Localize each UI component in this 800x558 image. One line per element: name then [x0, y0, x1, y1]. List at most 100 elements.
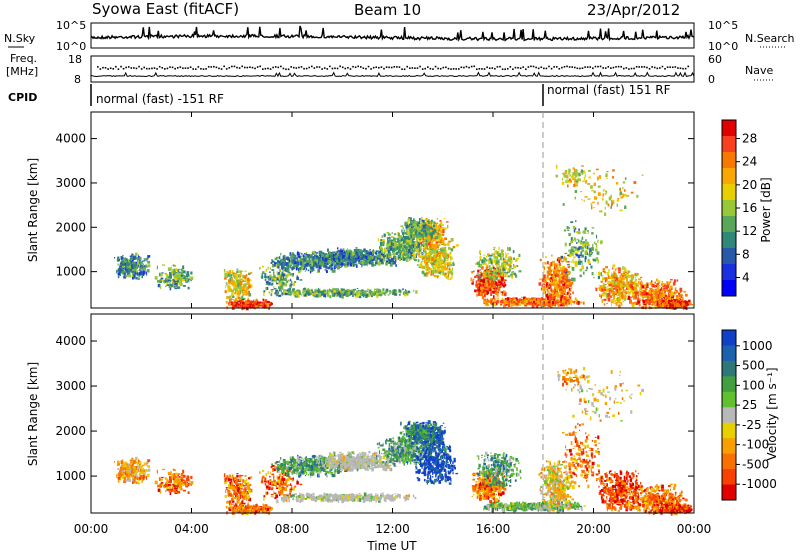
echo-cell: [370, 255, 373, 259]
echo-cell: [340, 248, 343, 250]
echo-cell: [497, 291, 499, 293]
freq-dot: [481, 68, 483, 70]
echo-cell: [512, 250, 515, 254]
echo-cell: [328, 288, 330, 291]
echo-cell: [535, 300, 538, 303]
freq-dot: [349, 68, 352, 70]
echo-cell: [493, 295, 495, 299]
echo-cell: [438, 263, 440, 266]
echo-cell: [324, 269, 326, 271]
echo-cell: [379, 295, 382, 297]
echo-cell: [318, 261, 322, 266]
echo-cell: [289, 273, 293, 276]
echo-cell: [437, 230, 440, 235]
echo-cell: [409, 251, 412, 256]
echo-cell: [315, 290, 318, 292]
echo-cell: [226, 273, 229, 276]
echo-cell: [487, 253, 490, 256]
echo-cell: [396, 251, 399, 254]
freq-dot: [153, 67, 156, 69]
echo-cell: [242, 284, 245, 288]
echo-cell: [228, 282, 231, 285]
echo-cell: [497, 282, 500, 284]
echo-cell: [436, 222, 439, 224]
echo-cell: [289, 291, 292, 295]
echo-cell: [424, 256, 427, 258]
echo-cell: [175, 271, 178, 274]
echo-cell: [340, 262, 344, 266]
echo-cell: [449, 252, 451, 254]
echo-cell: [283, 290, 287, 295]
echo-cell: [500, 258, 503, 261]
echo-cell: [237, 294, 240, 297]
echo-cell: [358, 292, 360, 297]
echo-cell: [322, 265, 324, 267]
echo-cell: [326, 289, 328, 292]
echo-cell: [132, 256, 136, 260]
echo-cell: [339, 266, 342, 268]
echo-cell: [240, 285, 242, 290]
echo-cell: [271, 279, 273, 282]
echo-cell: [336, 251, 339, 253]
echo-cell: [165, 285, 167, 288]
echo-cell: [350, 252, 352, 254]
echo-cell: [483, 302, 486, 304]
echo-cell: [295, 267, 298, 271]
echo-cell: [558, 299, 561, 301]
echo-cell: [479, 255, 482, 260]
echo-cell: [287, 263, 289, 267]
echo-cell: [490, 276, 493, 280]
echo-cell: [482, 292, 486, 294]
freq-dot: [679, 67, 682, 70]
echo-cell: [117, 263, 120, 266]
echo-cell: [439, 240, 442, 244]
echo-cell: [282, 259, 285, 262]
echo-cell: [146, 257, 149, 259]
echo-cell: [172, 264, 174, 266]
echo-cell: [518, 253, 521, 258]
echo-cell: [353, 294, 356, 297]
echo-cell: [303, 257, 305, 262]
echo-cell: [430, 273, 433, 276]
echo-cell: [492, 259, 494, 263]
echo-cell: [296, 276, 299, 281]
echo-cell: [451, 267, 453, 271]
echo-cell: [324, 260, 327, 263]
echo-cell: [435, 266, 437, 268]
echo-cell: [325, 264, 329, 266]
echo-cell: [485, 259, 488, 261]
echo-cell: [478, 289, 481, 292]
echo-cell: [410, 244, 412, 246]
echo-cell: [485, 267, 488, 270]
echo-cell: [375, 257, 377, 261]
echo-cell: [241, 299, 245, 301]
echo-cell: [129, 268, 132, 272]
echo-cell: [489, 279, 491, 284]
echo-cell: [431, 244, 434, 249]
freq-dot: [584, 66, 586, 68]
echo-cell: [294, 254, 297, 258]
echo-cell: [477, 274, 481, 276]
echo-cell: [347, 289, 349, 291]
echo-cell: [238, 280, 241, 282]
echo-cell: [180, 272, 183, 275]
echo-cell: [299, 279, 303, 281]
echo-cell: [341, 290, 344, 294]
echo-cell: [186, 277, 189, 279]
noise-left-tick-bottom: 10^0: [56, 40, 86, 53]
echo-cell: [393, 260, 396, 265]
echo-cell: [384, 249, 387, 253]
echo-cell: [493, 270, 496, 273]
echo-cell: [294, 293, 297, 296]
echo-cell: [550, 293, 553, 296]
echo-cell: [190, 271, 193, 275]
echo-cell: [238, 305, 241, 309]
freq-dot: [341, 66, 344, 69]
freq-dot: [524, 68, 527, 71]
echo-cell: [364, 262, 367, 265]
echo-cell: [123, 261, 127, 264]
echo-cell: [393, 291, 397, 296]
echo-cell: [224, 277, 227, 280]
echo-cell: [503, 279, 506, 283]
echo-cell: [539, 258, 542, 262]
